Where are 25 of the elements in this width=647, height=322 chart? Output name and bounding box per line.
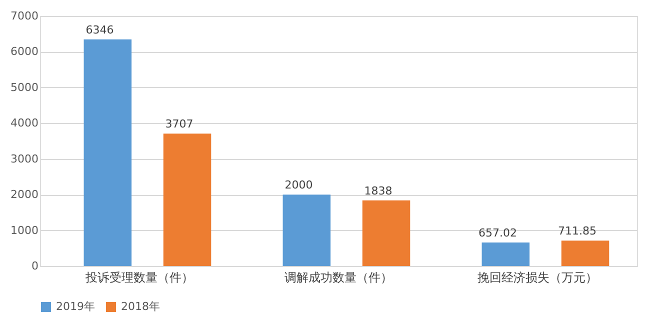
y-tick-label: 5000	[10, 80, 38, 94]
data-label: 657.02	[478, 226, 517, 240]
data-label: 6346	[86, 23, 114, 36]
y-tick-label: 0	[32, 260, 38, 272]
y-tick-label: 4000	[10, 116, 38, 130]
bar	[282, 194, 331, 266]
legend-label: 2018年	[121, 300, 160, 313]
bar	[163, 134, 212, 266]
y-tick-label: 2000	[10, 188, 38, 202]
bar	[362, 200, 410, 266]
bar	[84, 39, 132, 266]
legend-label: 2019年	[56, 300, 95, 313]
data-label: 711.85	[558, 224, 597, 238]
x-tick-label: 挽回经济损失（万元）	[478, 270, 598, 284]
x-tick-label: 调解成功数量（件）	[284, 270, 392, 284]
bar	[561, 240, 610, 266]
data-label: 1838	[364, 184, 392, 198]
y-tick-label: 3000	[10, 152, 38, 166]
y-tick-label: 6000	[10, 45, 38, 58]
data-label: 3707	[165, 118, 194, 131]
data-label: 2000	[284, 178, 313, 192]
bar	[482, 242, 530, 266]
y-tick-label: 1000	[10, 224, 38, 237]
x-tick-label: 投诉受理数量（件）	[84, 270, 194, 284]
y-tick-label: 7000	[10, 10, 38, 22]
